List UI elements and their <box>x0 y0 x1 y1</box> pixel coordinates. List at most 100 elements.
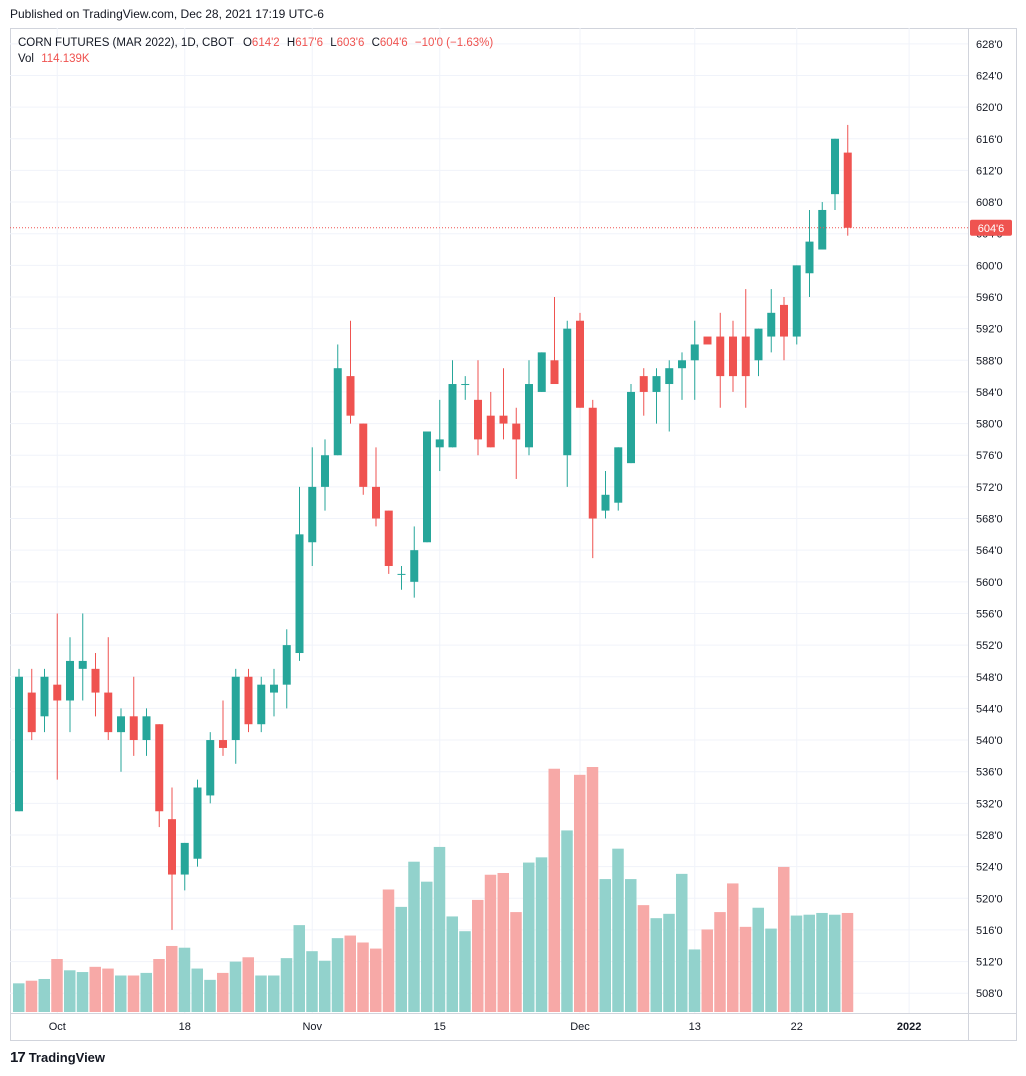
candle-body[interactable] <box>372 486 380 519</box>
candle-body[interactable] <box>550 360 559 385</box>
candle-body[interactable] <box>193 787 202 859</box>
candle-body[interactable] <box>180 842 189 875</box>
candle-body[interactable] <box>665 368 674 385</box>
candle-body[interactable] <box>231 676 240 741</box>
last-price-badge: 604'6 <box>970 219 1012 236</box>
candle-body[interactable] <box>27 692 36 733</box>
candle-body[interactable] <box>168 819 176 875</box>
candle-body[interactable] <box>537 352 546 392</box>
candle-body[interactable] <box>78 660 87 669</box>
candle-body[interactable] <box>410 550 419 582</box>
price-tick-label: 520'0 <box>976 893 1003 905</box>
candle-body[interactable] <box>741 336 750 377</box>
candle-body[interactable] <box>601 494 610 511</box>
candle-body[interactable] <box>244 676 253 725</box>
candle-body[interactable] <box>282 645 291 685</box>
candle-body[interactable] <box>397 573 406 575</box>
candle-body[interactable] <box>219 740 227 748</box>
volume-label[interactable]: Vol <box>18 53 34 65</box>
candle-body[interactable] <box>308 486 317 543</box>
candle-body[interactable] <box>461 384 470 386</box>
candle-body[interactable] <box>142 716 151 741</box>
price-tick-label: 628'0 <box>976 39 1003 51</box>
candle-body[interactable] <box>780 304 788 337</box>
price-tick-label: 540'0 <box>976 735 1003 747</box>
candle-body[interactable] <box>843 152 852 228</box>
candle-body[interactable] <box>525 384 533 448</box>
candle-body[interactable] <box>767 312 776 337</box>
candle-body[interactable] <box>805 241 814 274</box>
volume-bar <box>433 846 446 1012</box>
candle-body[interactable] <box>716 336 725 377</box>
price-axis: 628'0624'0620'0616'0612'0608'0604'0600'0… <box>976 39 1003 1000</box>
candle-body[interactable] <box>359 423 368 487</box>
volume-bar <box>76 972 89 1012</box>
candle-body[interactable] <box>639 376 648 392</box>
volume-bar <box>229 961 242 1012</box>
candle-body[interactable] <box>53 684 62 701</box>
volume-bar <box>676 873 688 1012</box>
time-tick-label: 18 <box>179 1021 191 1033</box>
candle-body[interactable] <box>474 399 482 440</box>
volume-bar <box>625 879 637 1012</box>
candle-body[interactable] <box>40 676 49 717</box>
candle-body[interactable] <box>512 423 521 440</box>
volume-bar <box>357 942 369 1012</box>
candle-body[interactable] <box>15 676 23 812</box>
candle-body[interactable] <box>117 716 125 733</box>
tradingview-logo-icon: 17 <box>10 1049 26 1066</box>
legend-ohlc-row: CORN FUTURES (MAR 2022), 1D, CBOT O614'2… <box>18 35 493 51</box>
candle-body[interactable] <box>423 431 431 543</box>
candle-body[interactable] <box>754 328 763 361</box>
candle-body[interactable] <box>652 376 661 392</box>
volume-bar <box>204 979 216 1012</box>
candle-body[interactable] <box>499 415 508 424</box>
candle-body[interactable] <box>678 360 686 369</box>
candle-body[interactable] <box>91 668 100 693</box>
candle-body[interactable] <box>104 692 113 733</box>
volume-bar <box>153 959 165 1012</box>
candle-body[interactable] <box>346 376 355 416</box>
candle-body[interactable] <box>627 391 635 464</box>
price-tick-label: 508'0 <box>976 988 1003 1000</box>
candle-body[interactable] <box>206 740 215 796</box>
candle-body[interactable] <box>588 407 597 519</box>
volume-bar <box>115 975 127 1012</box>
time-tick-label: 22 <box>791 1021 803 1033</box>
candle-body[interactable] <box>690 344 699 361</box>
candle-body[interactable] <box>129 716 138 741</box>
volume-bar <box>574 774 586 1012</box>
volume-bar <box>268 975 280 1012</box>
candle-body[interactable] <box>448 384 457 448</box>
price-tick-label: 528'0 <box>976 830 1003 842</box>
candle-body[interactable] <box>703 336 712 345</box>
tradingview-footer[interactable]: 17 TradingView <box>10 1049 105 1066</box>
candle-body[interactable] <box>66 660 74 701</box>
volume-bar <box>829 914 841 1012</box>
candle-body[interactable] <box>257 684 266 725</box>
candle-body[interactable] <box>576 320 584 408</box>
chart-frame[interactable] <box>10 28 1017 1041</box>
candle-body[interactable] <box>486 415 495 448</box>
candle-body[interactable] <box>792 265 801 337</box>
candle-body[interactable] <box>384 510 393 566</box>
candle-body[interactable] <box>818 209 827 250</box>
symbol-label[interactable]: CORN FUTURES (MAR 2022), 1D, CBOT <box>18 37 234 49</box>
candle-body[interactable] <box>155 724 164 812</box>
candle-body[interactable] <box>435 439 444 448</box>
candle-body[interactable] <box>321 455 329 487</box>
volume-bar <box>586 767 599 1012</box>
candle-body[interactable] <box>295 534 304 654</box>
candle-body[interactable] <box>270 684 278 693</box>
candle-body[interactable] <box>333 368 342 456</box>
candle-body[interactable] <box>729 336 737 377</box>
candle-body[interactable] <box>831 138 839 195</box>
price-tick-label: 512'0 <box>976 957 1003 969</box>
candle-body[interactable] <box>614 447 623 503</box>
volume-bar <box>319 960 331 1012</box>
tradingview-brand: TradingView <box>28 1050 106 1065</box>
price-tick-label: 596'0 <box>976 292 1003 304</box>
volume-bar <box>727 883 739 1012</box>
candle-body[interactable] <box>563 328 572 456</box>
